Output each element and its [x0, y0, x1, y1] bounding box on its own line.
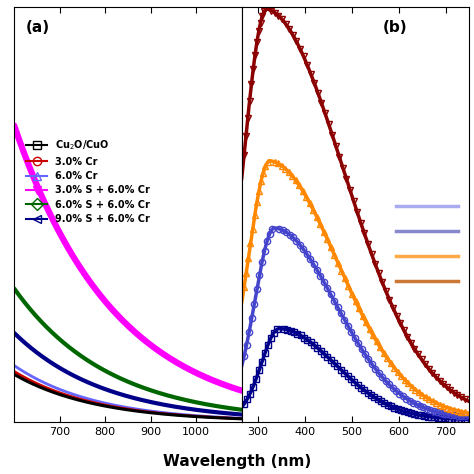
Legend: Cu$_2$O/CuO, 3.0% Cr, 6.0% Cr, 3.0% S + 6.0% Cr, 6.0% S + 6.0% Cr, 9.0% S + 6.0%: Cu$_2$O/CuO, 3.0% Cr, 6.0% Cr, 3.0% S + …	[26, 138, 150, 224]
Text: (b): (b)	[383, 19, 408, 35]
Text: (a): (a)	[26, 19, 50, 35]
Text: Wavelength (nm): Wavelength (nm)	[163, 454, 311, 469]
